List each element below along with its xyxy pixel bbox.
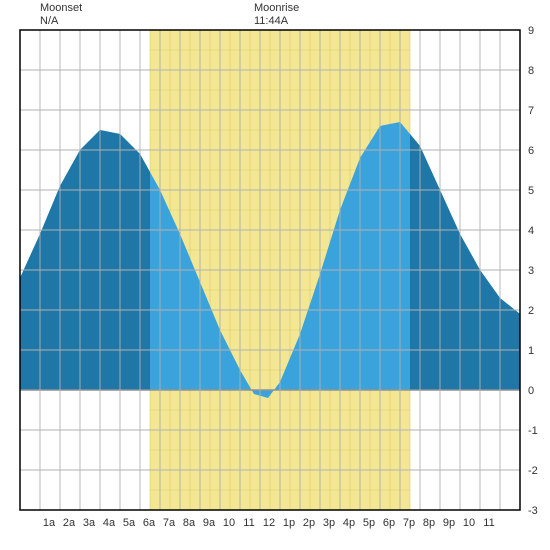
y-tick-label: 2 bbox=[528, 305, 534, 317]
x-tick-label: 6p bbox=[383, 517, 395, 529]
y-tick-label: -2 bbox=[528, 465, 538, 477]
y-tick-label: 3 bbox=[528, 265, 534, 277]
x-tick-label: 2a bbox=[63, 517, 76, 529]
x-tick-label: 1a bbox=[43, 517, 56, 529]
x-tick-label: 7p bbox=[403, 517, 415, 529]
chart-svg: -3-2-101234567891a2a3a4a5a6a7a8a9a101112… bbox=[0, 0, 550, 550]
x-tick-label: 11 bbox=[483, 517, 494, 529]
y-tick-label: 6 bbox=[528, 145, 534, 157]
x-tick-label: 11 bbox=[243, 517, 254, 529]
x-tick-label: 5a bbox=[123, 517, 136, 529]
y-tick-label: 9 bbox=[528, 25, 534, 37]
x-tick-label: 2p bbox=[303, 517, 315, 529]
y-tick-label: 5 bbox=[528, 185, 534, 197]
x-tick-label: 7a bbox=[163, 517, 176, 529]
x-tick-label: 10 bbox=[463, 517, 475, 529]
moonset-value: N/A bbox=[40, 15, 82, 28]
x-tick-label: 4a bbox=[103, 517, 116, 529]
y-tick-label: 0 bbox=[528, 385, 534, 397]
y-tick-label: 7 bbox=[528, 105, 534, 117]
x-tick-label: 8a bbox=[183, 517, 196, 529]
moonset-block: Moonset N/A bbox=[40, 2, 82, 28]
moonrise-value: 11:44A bbox=[254, 15, 299, 28]
x-tick-label: 4p bbox=[343, 517, 355, 529]
x-tick-label: 9a bbox=[203, 517, 216, 529]
x-tick-label: 3a bbox=[83, 517, 96, 529]
tide-chart: Moonset N/A Moonrise 11:44A -3-2-1012345… bbox=[0, 0, 550, 550]
x-tick-label: 3p bbox=[323, 517, 335, 529]
moonrise-label: Moonrise bbox=[254, 2, 299, 15]
x-tick-label: 8p bbox=[423, 517, 435, 529]
x-tick-label: 6a bbox=[143, 517, 156, 529]
moonrise-block: Moonrise 11:44A bbox=[254, 2, 299, 28]
y-tick-label: 1 bbox=[528, 345, 534, 357]
x-tick-label: 5p bbox=[363, 517, 375, 529]
moonset-label: Moonset bbox=[40, 2, 82, 15]
x-tick-label: 9p bbox=[443, 517, 455, 529]
x-tick-label: 12 bbox=[263, 517, 275, 529]
x-tick-label: 1p bbox=[283, 517, 295, 529]
y-tick-label: 8 bbox=[528, 65, 534, 77]
y-tick-label: 4 bbox=[528, 225, 534, 237]
y-tick-label: -1 bbox=[528, 425, 538, 437]
y-tick-label: -3 bbox=[528, 505, 538, 517]
x-tick-label: 10 bbox=[223, 517, 235, 529]
